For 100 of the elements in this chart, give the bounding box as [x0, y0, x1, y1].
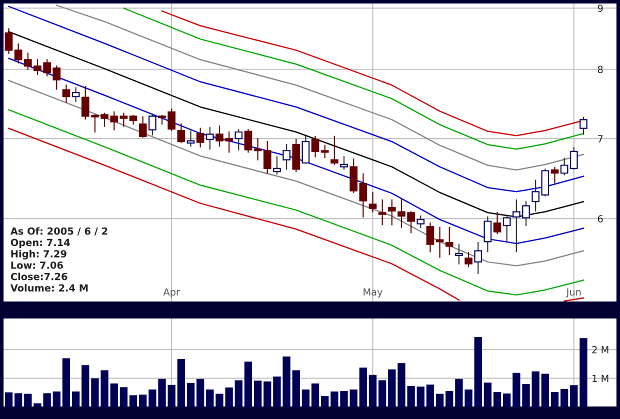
candlestick [455, 244, 463, 264]
candlestick [426, 222, 434, 252]
candlestick [282, 144, 290, 170]
candlestick [62, 84, 70, 103]
bar [234, 380, 242, 407]
bar [416, 386, 424, 407]
candlestick [484, 216, 492, 252]
x-tick-label: Jun [566, 288, 581, 298]
candlestick [186, 130, 195, 147]
annotation: Open: 7.14 [10, 238, 70, 248]
line-series [8, 109, 584, 296]
bar [62, 358, 70, 407]
bar [321, 396, 329, 407]
bar [484, 382, 492, 407]
bar [426, 384, 434, 407]
candlestick [244, 129, 252, 153]
candlestick [378, 199, 386, 226]
candlestick [263, 141, 272, 174]
candlestick [234, 129, 243, 150]
bar [139, 394, 147, 407]
candlestick [359, 173, 368, 218]
bar [368, 374, 377, 407]
candlestick [570, 147, 578, 170]
line-series [56, 4, 584, 171]
y-tick-label: 9 [598, 4, 603, 12]
candlestick [4, 28, 13, 54]
candlestick [340, 156, 348, 170]
candlestick [72, 87, 80, 102]
bar [570, 385, 578, 407]
bar [82, 365, 90, 407]
bar [378, 380, 386, 407]
x-tick-label: Apr [163, 288, 180, 298]
y-tick-label: 8 [598, 66, 603, 74]
candlestick [120, 112, 128, 127]
bar [388, 369, 396, 407]
bar [474, 336, 482, 407]
candlestick [177, 123, 186, 143]
candlestick [138, 116, 147, 138]
bar [493, 392, 502, 407]
candlestick [493, 212, 502, 234]
bar [120, 387, 128, 407]
candlestick [560, 158, 568, 176]
candlestick [196, 128, 204, 148]
candlestick [445, 226, 454, 256]
bar [580, 338, 588, 407]
bar [52, 391, 60, 407]
bar [541, 374, 549, 407]
candlestick [580, 117, 588, 135]
line-series [8, 128, 460, 301]
bar [302, 389, 310, 407]
y-tick-label: 7 [598, 135, 603, 142]
candlestick [464, 252, 472, 268]
bar [311, 383, 320, 407]
bar [560, 388, 568, 407]
candlestick [254, 138, 262, 160]
bar [129, 395, 138, 407]
candlestick [311, 136, 320, 158]
candlestick [302, 136, 310, 164]
candlestick [532, 180, 540, 212]
candlestick [320, 144, 329, 158]
bar [177, 359, 185, 407]
line-series [8, 6, 584, 192]
bar [503, 394, 511, 407]
candlestick [206, 127, 214, 150]
bar [359, 368, 367, 407]
annotation: Close:7.26 [10, 272, 68, 280]
bar [206, 389, 214, 407]
bar [446, 390, 454, 407]
candlestick [550, 167, 559, 184]
candlestick [474, 242, 482, 274]
candlestick [148, 113, 156, 136]
x-tick-label: May [364, 288, 382, 298]
bar [14, 393, 22, 407]
bar [264, 381, 272, 407]
candlestick [416, 216, 425, 228]
bar [292, 370, 300, 407]
bar [4, 392, 13, 407]
bar [254, 380, 262, 407]
candlestick [330, 136, 338, 166]
bar [196, 378, 204, 407]
bar [436, 394, 444, 407]
bar [186, 382, 195, 407]
bar [350, 389, 358, 407]
annotation: Volume: 2.4 M [10, 284, 88, 292]
annotation: High: 7.29 [11, 250, 66, 260]
y-tick-label: 1 M [592, 374, 608, 382]
candlestick [273, 156, 281, 174]
line-series [123, 8, 584, 150]
bar [168, 384, 176, 407]
annotation: Low: 7.06 [11, 262, 63, 269]
bar [244, 362, 252, 407]
annotation: As Of: 2005 / 6 / 2 [10, 227, 108, 236]
bar [24, 394, 32, 407]
candlestick [368, 192, 377, 212]
candlestick [14, 43, 22, 64]
bar [110, 383, 118, 407]
bar [550, 392, 559, 407]
y-tick-label: 6 [598, 215, 603, 222]
y-tick-label: 2 M [592, 346, 608, 354]
bar [72, 391, 80, 407]
